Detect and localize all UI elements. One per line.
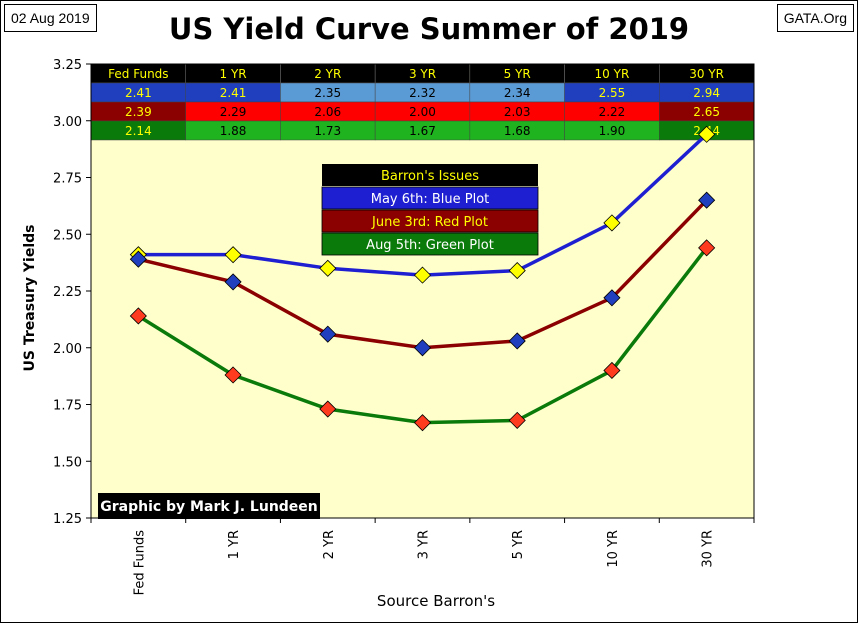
series-marker — [698, 191, 716, 209]
y-tick-label: 1.50 — [53, 455, 82, 470]
table-value-label: 1.90 — [599, 124, 626, 138]
series-marker — [508, 411, 526, 429]
series-marker — [508, 262, 526, 280]
source-tag: GATA.Org — [776, 4, 854, 32]
table-header-label: Fed Funds — [108, 67, 168, 81]
legend-title-bg — [322, 164, 538, 186]
legend-entry: June 3rd: Red Plot — [371, 215, 488, 230]
table-header-label: 1 YR — [220, 67, 247, 81]
y-tick-label: 1.25 — [53, 512, 82, 527]
table-value-label: 2.41 — [125, 86, 152, 100]
table-value-label: 1.67 — [409, 124, 436, 138]
x-tick-label: 3 YR — [417, 530, 432, 559]
table-value-label: 1.68 — [504, 124, 531, 138]
table-value-label: 2.94 — [693, 86, 720, 100]
series-marker — [319, 400, 337, 418]
x-axis-label: Source Barron's — [377, 592, 495, 610]
table-value-label: 2.29 — [220, 105, 247, 119]
x-tick-label: 5 YR — [511, 530, 526, 559]
table-value-label: 2.00 — [409, 105, 436, 119]
table-value-label: 2.06 — [314, 105, 341, 119]
table-value-label: 1.73 — [314, 124, 341, 138]
y-tick-labels: 1.25 1.50 1.75 2.00 2.25 2.50 2.75 3.00 3.25 — [53, 58, 91, 527]
table-value-label: 2.35 — [314, 86, 341, 100]
series-marker — [319, 259, 337, 277]
series-marker — [319, 325, 337, 343]
series-marker — [698, 125, 716, 143]
credit-text: Graphic by Mark J. Lundeen — [100, 499, 318, 515]
series-marker — [413, 414, 432, 432]
y-tick-label: 2.00 — [53, 342, 82, 357]
series-group — [129, 125, 716, 432]
table-value-label: 2.32 — [409, 86, 436, 100]
table-header-label: 30 YR — [689, 67, 724, 81]
series-marker — [603, 214, 621, 232]
series-marker — [603, 289, 621, 307]
yield-table: Fed Funds 1 YR 2 YR 3 YR 5 YR 10 YR 30 YR 2.41 2… — [90, 63, 755, 141]
table-value-label: 2.34 — [504, 86, 531, 100]
series-marker — [698, 239, 716, 257]
table-value-label: 2.39 — [125, 105, 152, 119]
series-marker — [224, 366, 242, 384]
legend-entry: Aug 5th: Green Plot — [366, 238, 494, 253]
table-header-label: 10 YR — [595, 67, 630, 81]
x-tick-label: 2 YR — [322, 530, 337, 559]
series-marker — [224, 273, 242, 291]
y-tick-label: 2.75 — [53, 172, 82, 187]
series-marker — [508, 332, 526, 350]
table-value-label: 2.14 — [125, 124, 152, 138]
legend-entry: May 6th: Blue Plot — [371, 192, 490, 207]
y-tick-label: 3.25 — [53, 58, 82, 73]
table-value-label: 2.55 — [599, 86, 626, 100]
credit-annotation: Graphic by Mark J. Lundeen — [98, 493, 320, 519]
y-axis-label: US Treasury Yields — [22, 225, 38, 372]
table-value-label: 2.03 — [504, 105, 531, 119]
series-marker — [129, 307, 147, 325]
table-value-label: 2.22 — [599, 105, 626, 119]
chart-title: US Yield Curve Summer of 2019 — [168, 12, 690, 46]
table-value-label: 2.41 — [220, 86, 247, 100]
y-tick-label: 2.25 — [53, 285, 82, 300]
x-tick-label: 1 YR — [227, 530, 242, 559]
table-value-label: 1.88 — [220, 124, 247, 138]
legend-title: Barron's Issues — [381, 169, 479, 184]
series-marker — [413, 339, 432, 357]
series-marker — [413, 266, 432, 284]
y-tick-label: 1.75 — [53, 399, 82, 414]
legend-entry-bg — [321, 186, 539, 210]
series-marker — [603, 361, 621, 380]
table-header-label: 2 YR — [314, 67, 341, 81]
x-tick-label: 30 YR — [701, 530, 716, 568]
series-marker — [129, 250, 147, 268]
y-tick-label: 2.50 — [53, 228, 82, 243]
x-tick-label: 10 YR — [606, 530, 621, 568]
legend-entry-bg — [321, 209, 539, 233]
y-tick-label: 3.00 — [53, 115, 82, 130]
x-tick-labels: Fed Funds 1 YR 2 YR 3 YR 5 YR 10 YR 30 YR — [90, 518, 755, 596]
x-tick-label: Fed Funds — [132, 530, 147, 596]
legend: Barron's Issues May 6th: Blue Plot June 3r… — [321, 164, 539, 256]
table-header-label: 3 YR — [409, 67, 436, 81]
table-header-label: 5 YR — [504, 67, 531, 81]
table-value-label: 2.65 — [693, 105, 720, 119]
legend-entry-bg — [321, 232, 539, 256]
date-label: 02 Aug 2019 — [4, 4, 97, 32]
series-marker — [224, 246, 242, 264]
